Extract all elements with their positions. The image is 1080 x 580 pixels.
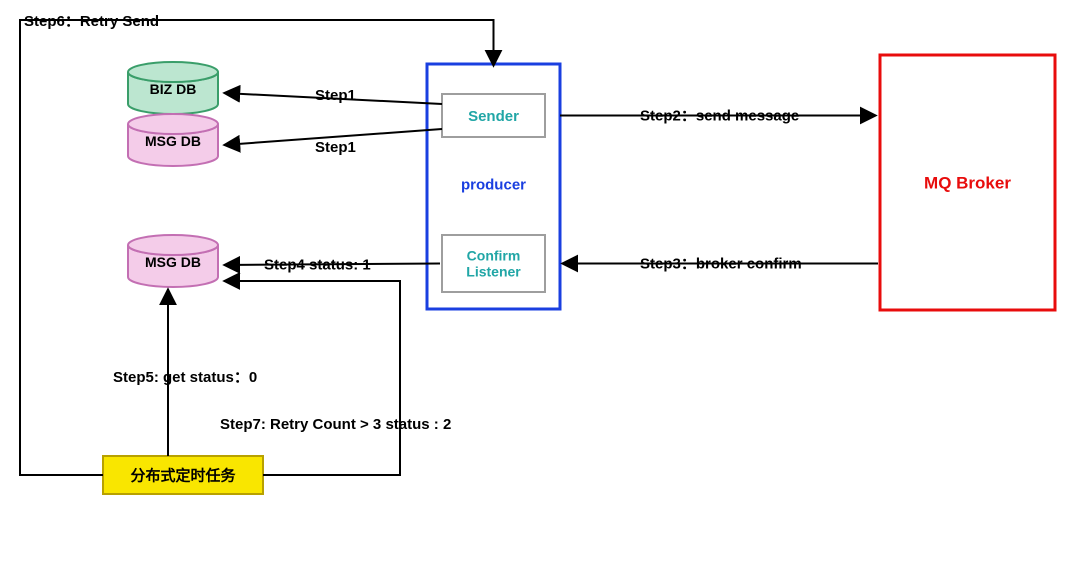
scheduler-label: 分布式定时任务 xyxy=(130,466,236,484)
db-msg1: MSG DB xyxy=(128,114,218,166)
db-msg2: MSG DB xyxy=(128,235,218,287)
confirm-label: Confirm xyxy=(467,247,521,263)
db-biz: BIZ DB xyxy=(128,62,218,114)
label-step7: Step7: Retry Count > 3 status : 2 xyxy=(220,416,451,433)
edge-step6 xyxy=(20,20,494,475)
label-step3: Step3：broker confirm xyxy=(640,256,802,273)
db-msg1-label: MSG DB xyxy=(145,133,201,149)
confirm-label: Listener xyxy=(466,263,521,279)
db-biz-label: BIZ DB xyxy=(150,81,197,97)
sender-label: Sender xyxy=(468,108,519,125)
label-step4: Step4 status: 1 xyxy=(264,257,371,274)
broker-label: MQ Broker xyxy=(924,173,1011,192)
producer-label: producer xyxy=(461,176,526,193)
db-msg2-label: MSG DB xyxy=(145,254,201,270)
label-step5: Step5: get status：0 xyxy=(113,369,257,386)
label-step1a: Step1 xyxy=(315,87,356,104)
label-step6: Step6：Retry Send xyxy=(24,13,159,30)
label-step1b: Step1 xyxy=(315,139,356,156)
label-step2: Step2：send message xyxy=(640,108,799,125)
